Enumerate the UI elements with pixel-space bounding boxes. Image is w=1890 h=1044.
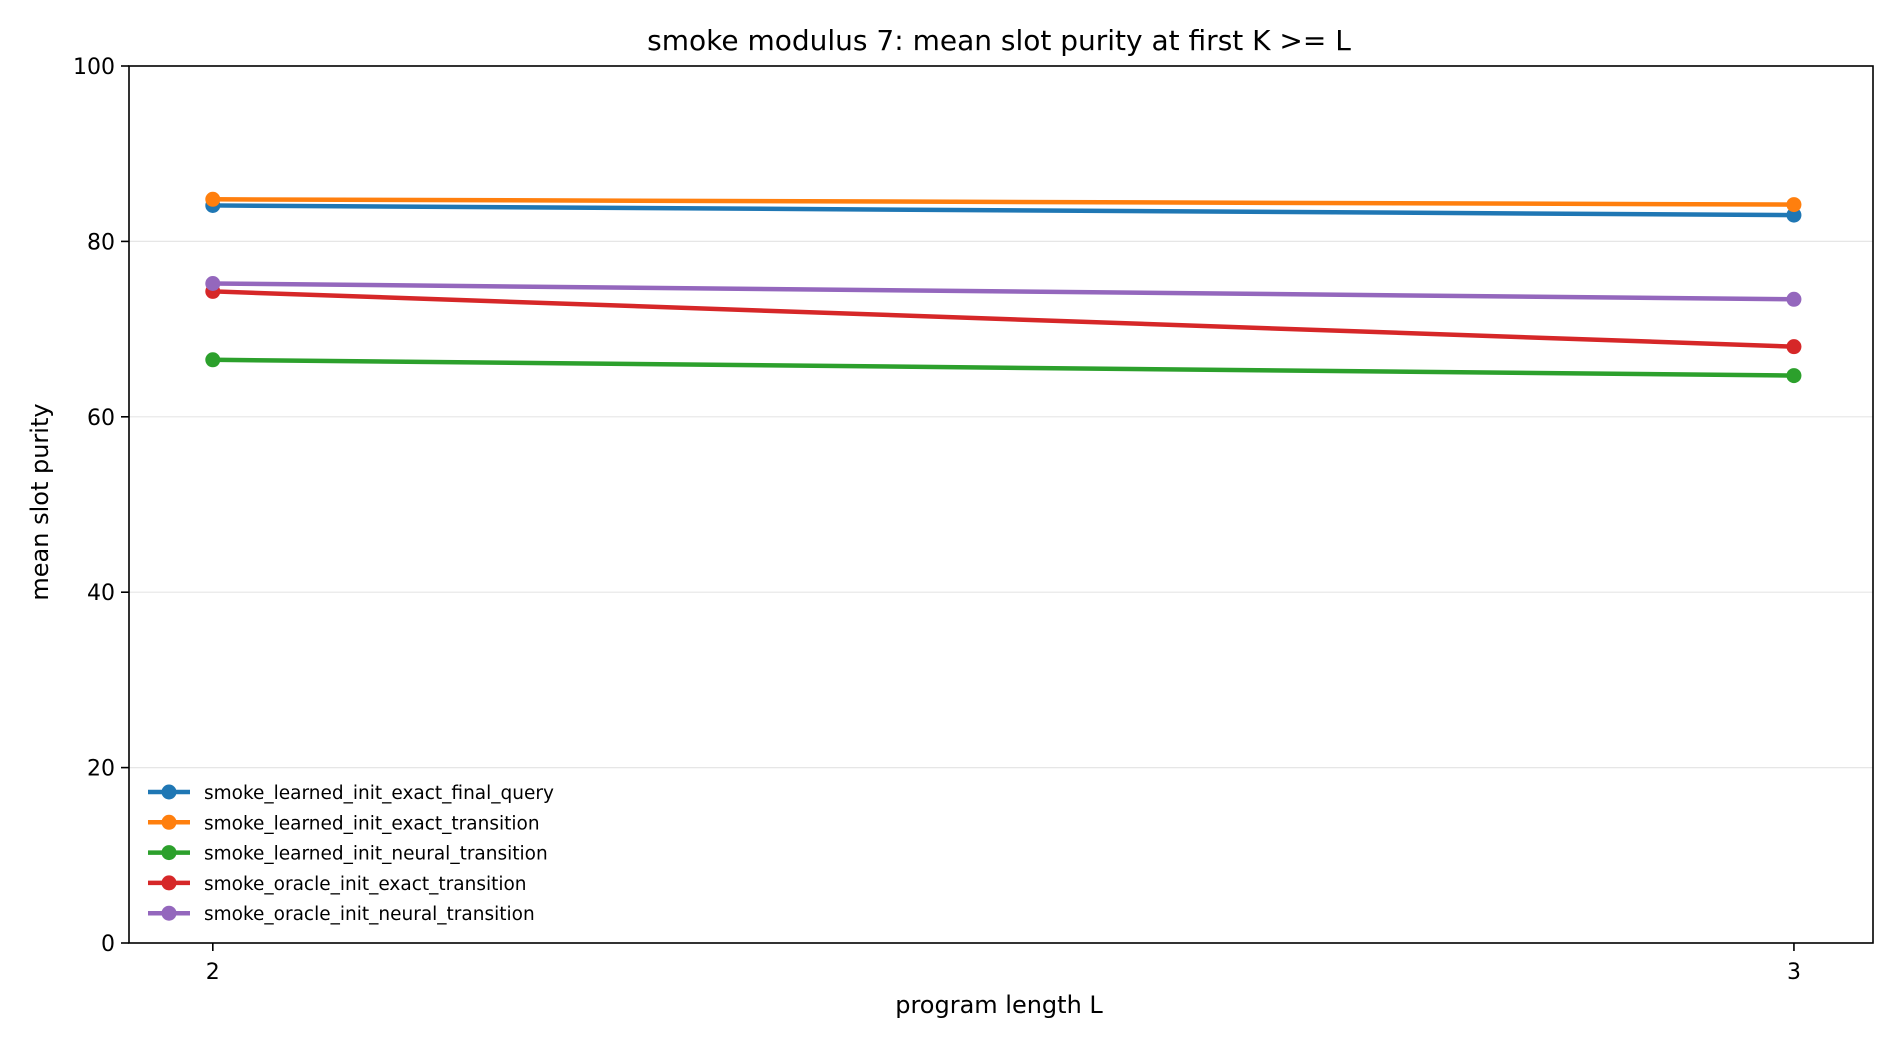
series-line [210,289,1797,349]
series-line [210,357,1797,378]
y-tick-label: 100 [73,55,115,80]
y-tick-label: 0 [101,932,115,957]
series-layer [205,191,1802,384]
data-point [1786,207,1802,223]
x-axis-label: program length L [895,991,1103,1019]
y-tick-label: 60 [87,406,115,431]
series-line [210,197,1797,207]
legend: smoke_learned_init_exact_final_querysmok… [148,783,554,925]
legend-label: smoke_learned_init_exact_transition [204,813,540,834]
legend-label: smoke_oracle_init_neural_transition [204,904,535,925]
y-tick-label: 80 [87,230,115,255]
legend-item: smoke_learned_init_exact_final_query [148,783,554,804]
legend-item: smoke_oracle_init_neural_transition [148,904,535,925]
x-tick-label: 3 [1787,960,1801,985]
legend-marker [161,784,177,800]
data-point [205,352,221,368]
y-tick-label: 40 [87,581,115,606]
legend-item: smoke_oracle_init_exact_transition [148,874,527,895]
legend-marker [161,905,177,921]
data-point [205,191,221,207]
series-line [210,281,1797,302]
chart-title: smoke modulus 7: mean slot purity at fir… [647,24,1351,57]
legend-label: smoke_learned_init_exact_final_query [204,783,554,804]
legend-marker [161,845,177,861]
y-tick-label: 20 [87,757,115,782]
legend-item: smoke_learned_init_exact_transition [148,813,540,834]
series-line [210,203,1797,218]
legend-item: smoke_learned_init_neural_transition [148,844,548,865]
y-axis-ticks: 0 20 40 60 80 100 [73,55,129,957]
legend-marker [161,814,177,830]
series-smoke_learned_init_exact_transition [205,191,1802,213]
legend-label: smoke_learned_init_neural_transition [204,844,548,865]
series-smoke_oracle_init_neural_transition [205,275,1802,307]
series-smoke_learned_init_neural_transition [205,352,1802,384]
data-point [1786,339,1802,355]
data-point [205,275,221,291]
plot-frame [128,65,1874,944]
data-point [1786,197,1802,213]
data-point [1786,368,1802,384]
y-axis-label: mean slot purity [26,403,54,600]
data-point [1786,291,1802,307]
legend-marker [161,875,177,891]
grid-lines [129,240,1873,769]
x-tick-label: 2 [206,960,220,985]
legend-label: smoke_oracle_init_exact_transition [204,874,527,895]
